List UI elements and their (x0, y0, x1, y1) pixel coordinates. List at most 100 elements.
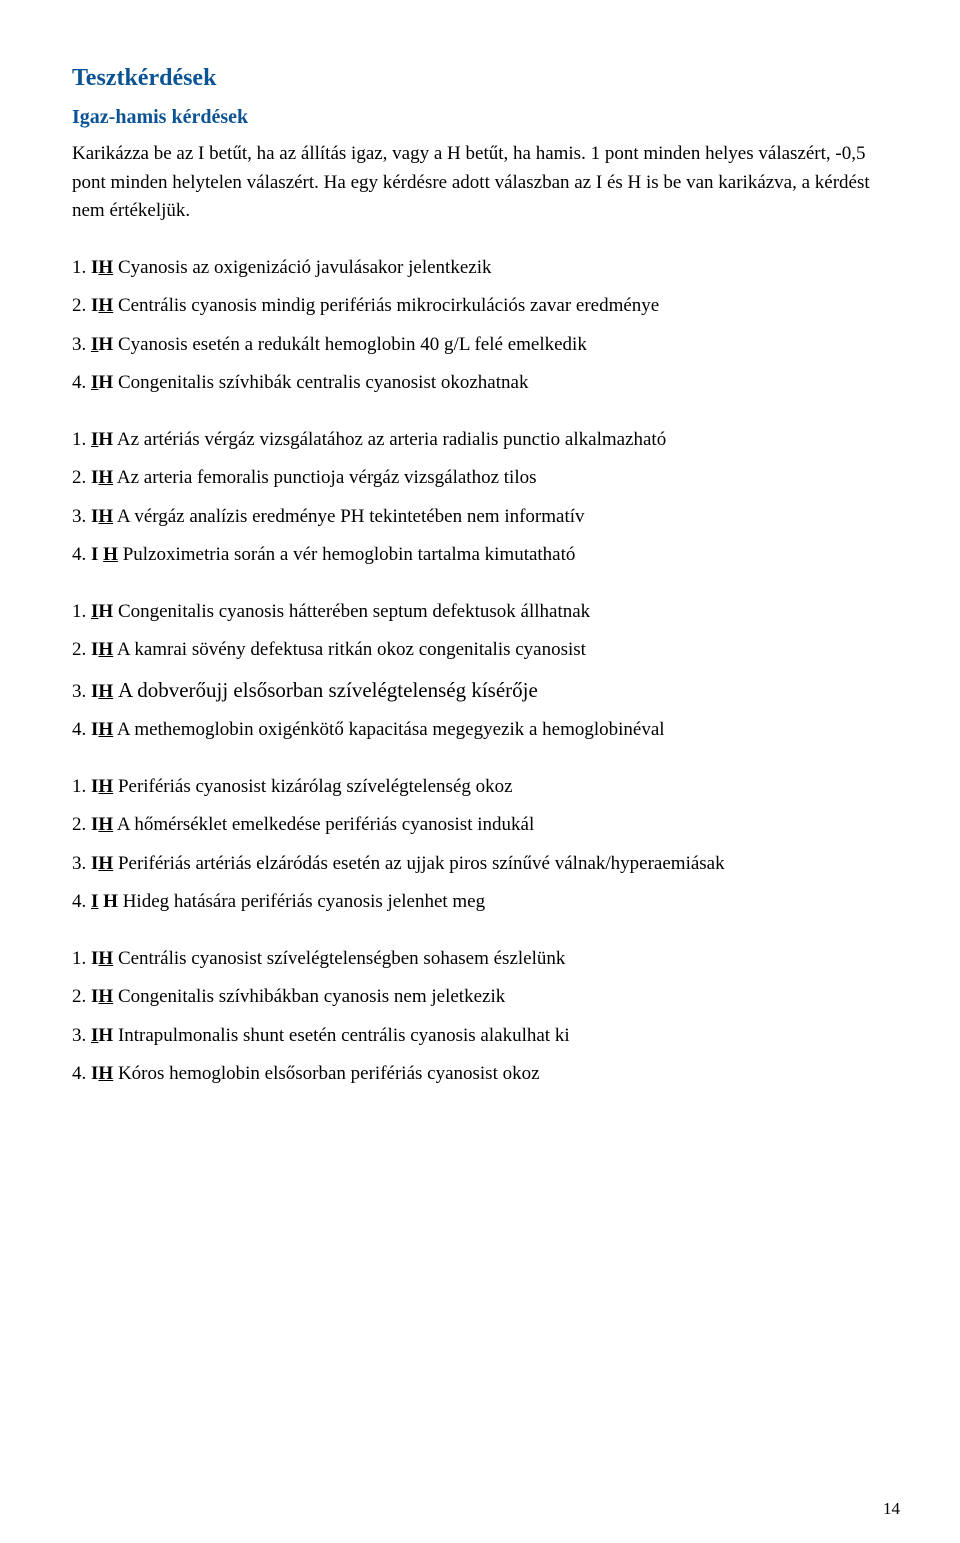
page-title: Tesztkérdések (72, 60, 888, 96)
question-text: Cyanosis az oxigenizáció javulásakor jel… (118, 257, 492, 278)
ih-marker: IH (91, 372, 113, 393)
question-text: Congenitalis szívhibákban cyanosis nem j… (118, 986, 505, 1007)
ih-marker: IH (91, 681, 113, 702)
question-item: 4. IH Kóros hemoglobin elsősorban perifé… (72, 1060, 888, 1089)
question-item: 3. IH Cyanosis esetén a redukált hemoglo… (72, 331, 888, 360)
question-number: 1. (72, 776, 91, 797)
question-text: Pulzoximetria során a vér hemoglobin tar… (123, 544, 576, 565)
question-item: 3. IH A dobverőujj elsősorban szívelégte… (72, 675, 888, 707)
h-letter: H (98, 639, 113, 660)
ih-marker: I H (91, 544, 118, 565)
question-number: 1. (72, 601, 91, 622)
question-item: 4. I H Hideg hatására perifériás cyanosi… (72, 888, 888, 917)
question-number: 2. (72, 467, 91, 488)
question-block: 1. IH Congenitalis cyanosis hátterében s… (72, 598, 888, 745)
h-letter: H (98, 1063, 113, 1084)
h-letter: H (98, 334, 113, 355)
h-letter: H (103, 891, 118, 912)
question-number: 4. (72, 719, 91, 740)
question-text: Perifériás artériás elzáródás esetén az … (118, 853, 725, 874)
question-item: 1. IH Congenitalis cyanosis hátterében s… (72, 598, 888, 627)
ih-marker: IH (91, 853, 113, 874)
question-item: 1. IH Az artériás vérgáz vizsgálatához a… (72, 426, 888, 455)
question-item: 3. IH Perifériás artériás elzáródás eset… (72, 850, 888, 879)
question-item: 4. IH Congenitalis szívhibák centralis c… (72, 369, 888, 398)
h-letter: H (98, 295, 113, 316)
h-letter: H (98, 257, 113, 278)
ih-marker: IH (91, 986, 113, 1007)
question-item: 1. IH Perifériás cyanosist kizárólag szí… (72, 773, 888, 802)
h-letter: H (98, 986, 113, 1007)
i-letter: I (91, 544, 98, 565)
question-text: A methemoglobin oxigénkötő kapacitása me… (117, 719, 665, 740)
question-text: Perifériás cyanosist kizárólag szívelégt… (118, 776, 513, 797)
ih-marker: IH (91, 295, 113, 316)
question-number: 3. (72, 334, 91, 355)
question-number: 1. (72, 257, 91, 278)
question-number: 2. (72, 986, 91, 1007)
ih-marker: IH (91, 948, 113, 969)
question-item: 2. IH A hőmérséklet emelkedése perifériá… (72, 811, 888, 840)
ih-marker: IH (91, 506, 113, 527)
h-letter: H (98, 853, 113, 874)
questions-container: 1. IH Cyanosis az oxigenizáció javulásak… (72, 254, 888, 1089)
h-letter: H (98, 681, 113, 702)
question-text: Az artériás vérgáz vizsgálatához az arte… (117, 429, 666, 450)
question-number: 2. (72, 814, 91, 835)
h-letter: H (98, 467, 113, 488)
i-letter: I (91, 891, 98, 912)
question-text: A hőmérséklet emelkedése perifériás cyan… (117, 814, 534, 835)
page-number: 14 (883, 1496, 900, 1522)
h-letter: H (98, 776, 113, 797)
question-block: 1. IH Az artériás vérgáz vizsgálatához a… (72, 426, 888, 570)
question-item: 2. IH Centrális cyanosis mindig periféri… (72, 292, 888, 321)
question-item: 3. IH Intrapulmonalis shunt esetén centr… (72, 1022, 888, 1051)
page-subtitle: Igaz-hamis kérdések (72, 102, 888, 132)
question-number: 3. (72, 506, 91, 527)
h-letter: H (98, 506, 113, 527)
ih-marker: IH (91, 334, 113, 355)
question-number: 4. (72, 544, 91, 565)
question-text: Congenitalis szívhibák centralis cyanosi… (118, 372, 529, 393)
question-block: 1. IH Cyanosis az oxigenizáció javulásak… (72, 254, 888, 398)
question-text: A dobverőujj elsősorban szívelégtelenség… (118, 678, 538, 702)
ih-marker: IH (91, 1025, 113, 1046)
h-letter: H (98, 1025, 113, 1046)
question-text: A kamrai sövény defektusa ritkán okoz co… (117, 639, 586, 660)
h-letter: H (98, 372, 113, 393)
h-letter: H (98, 814, 113, 835)
h-letter: H (103, 544, 118, 565)
question-item: 1. IH Cyanosis az oxigenizáció javulásak… (72, 254, 888, 283)
ih-marker: IH (91, 429, 113, 450)
ih-marker: IH (91, 814, 113, 835)
h-letter: H (98, 601, 113, 622)
question-number: 1. (72, 429, 91, 450)
question-number: 3. (72, 1025, 91, 1046)
question-item: 1. IH Centrális cyanosist szívelégtelens… (72, 945, 888, 974)
question-text: Kóros hemoglobin elsősorban perifériás c… (118, 1063, 540, 1084)
h-letter: H (98, 429, 113, 450)
question-number: 4. (72, 891, 91, 912)
question-block: 1. IH Perifériás cyanosist kizárólag szí… (72, 773, 888, 917)
question-text: Cyanosis esetén a redukált hemoglobin 40… (118, 334, 587, 355)
question-item: 2. IH Az arteria femoralis punctioja vér… (72, 464, 888, 493)
question-item: 2. IH A kamrai sövény defektusa ritkán o… (72, 636, 888, 665)
h-letter: H (98, 948, 113, 969)
question-text: A vérgáz analízis eredménye PH tekinteté… (117, 506, 585, 527)
ih-marker: IH (91, 1063, 113, 1084)
question-number: 3. (72, 681, 91, 702)
question-number: 1. (72, 948, 91, 969)
ih-marker: IH (91, 467, 113, 488)
ih-marker: IH (91, 257, 113, 278)
intro-paragraph: Karikázza be az I betűt, ha az állítás i… (72, 140, 888, 226)
question-item: 3. IH A vérgáz analízis eredménye PH tek… (72, 503, 888, 532)
ih-marker: IH (91, 639, 113, 660)
question-text: Az arteria femoralis punctioja vérgáz vi… (117, 467, 537, 488)
ih-marker: IH (91, 776, 113, 797)
question-item: 4. I H Pulzoximetria során a vér hemoglo… (72, 541, 888, 570)
question-number: 3. (72, 853, 91, 874)
question-number: 2. (72, 295, 91, 316)
question-block: 1. IH Centrális cyanosist szívelégtelens… (72, 945, 888, 1089)
question-text: Centrális cyanosist szívelégtelenségben … (118, 948, 565, 969)
question-item: 4. IH A methemoglobin oxigénkötő kapacit… (72, 716, 888, 745)
